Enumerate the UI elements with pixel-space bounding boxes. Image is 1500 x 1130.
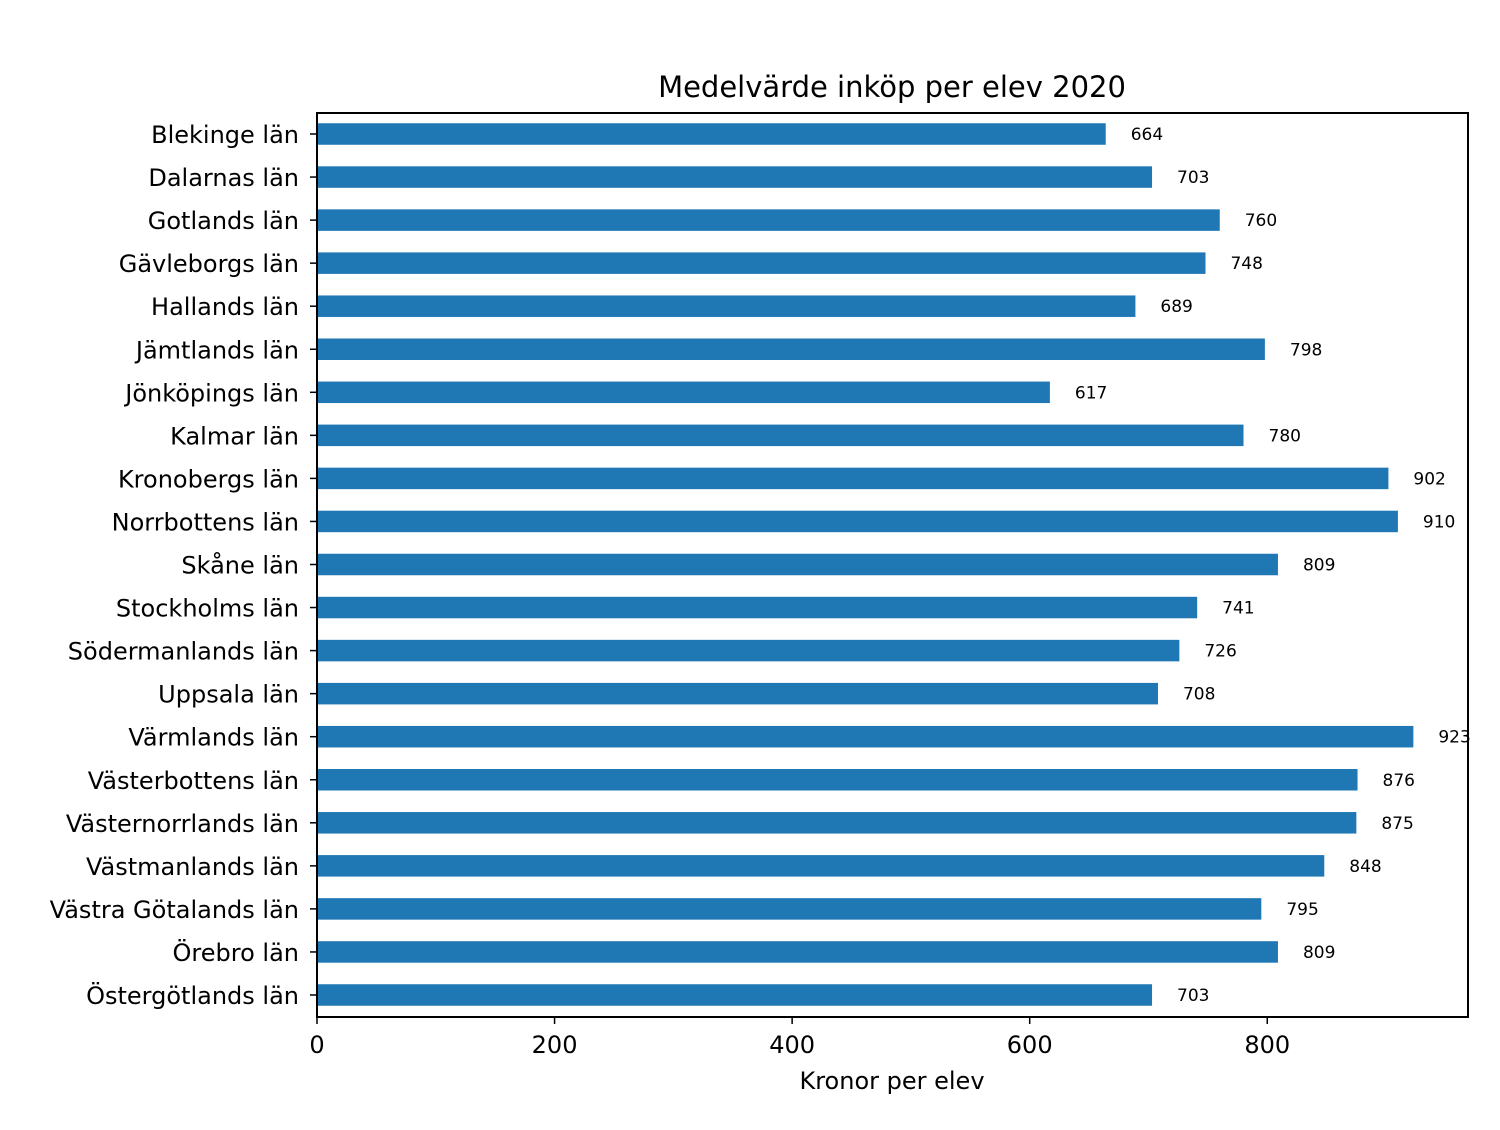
y-category-label: Jämtlands län xyxy=(134,336,299,364)
bar-value-label: 703 xyxy=(1177,168,1209,188)
bar-value-label: 703 xyxy=(1177,986,1209,1006)
bar xyxy=(317,812,1357,834)
bar-value-label: 876 xyxy=(1383,771,1415,791)
bar xyxy=(317,381,1050,404)
bar-value-label: 664 xyxy=(1131,125,1163,145)
bar-value-label: 848 xyxy=(1349,857,1381,877)
bar-value-label: 798 xyxy=(1290,340,1322,360)
bar xyxy=(317,596,1198,619)
y-category-label: Gotlands län xyxy=(148,207,299,235)
bar-value-label: 910 xyxy=(1423,512,1455,532)
bar-value-label: 923 xyxy=(1438,728,1470,748)
y-category-label: Värmlands län xyxy=(128,724,299,752)
bar-value-label: 809 xyxy=(1303,556,1335,576)
y-category-label: Jönköpings län xyxy=(123,379,299,407)
bar xyxy=(317,209,1220,231)
bar xyxy=(317,725,1414,748)
x-axis-title: Kronor per elev xyxy=(799,1067,984,1095)
x-tick-label: 200 xyxy=(532,1031,578,1059)
y-category-label: Örebro län xyxy=(173,938,299,967)
y-category-label: Hallands län xyxy=(151,293,299,321)
bar xyxy=(317,424,1244,447)
y-category-label: Stockholms län xyxy=(116,595,299,623)
y-category-label: Södermanlands län xyxy=(68,638,299,666)
bar-value-label: 741 xyxy=(1222,599,1254,619)
bar-value-label: 748 xyxy=(1230,254,1262,274)
y-category-label: Norrbottens län xyxy=(112,508,299,536)
y-category-label: Västmanlands län xyxy=(86,853,299,881)
y-category-label: Kalmar län xyxy=(170,422,299,450)
bars-layer xyxy=(317,123,1414,1006)
x-tick-label: 800 xyxy=(1244,1031,1290,1059)
y-category-label: Uppsala län xyxy=(158,681,299,709)
bar-value-label: 760 xyxy=(1245,211,1277,231)
bar xyxy=(317,553,1278,576)
y-category-label: Gävleborgs län xyxy=(119,250,299,278)
bar-value-label: 902 xyxy=(1413,469,1445,489)
x-tick-label: 400 xyxy=(769,1031,815,1059)
bar-value-label: 780 xyxy=(1269,426,1301,446)
bar-value-label: 726 xyxy=(1204,642,1236,662)
bar xyxy=(317,898,1262,920)
bar xyxy=(317,252,1206,274)
y-category-label: Skåne län xyxy=(181,551,299,580)
x-axis: 0 200 400 600 800 xyxy=(309,1017,1290,1059)
bar xyxy=(317,639,1180,662)
y-category-label: Östergötlands län xyxy=(86,981,299,1010)
bar xyxy=(317,941,1278,963)
bar xyxy=(317,510,1398,533)
x-tick-label: 0 xyxy=(309,1031,324,1059)
bar-value-label: 809 xyxy=(1303,943,1335,963)
bar xyxy=(317,295,1136,317)
y-category-label: Västerbottens län xyxy=(88,767,299,795)
y-axis: Blekinge län Dalarnas län Gotlands län Gävl… xyxy=(50,121,317,1010)
bar-value-label: 689 xyxy=(1160,297,1192,317)
y-category-label: Blekinge län xyxy=(151,121,299,149)
bar xyxy=(317,123,1106,145)
bar-value-label: 617 xyxy=(1075,383,1107,403)
y-category-label: Kronobergs län xyxy=(118,465,299,493)
bar xyxy=(317,984,1153,1006)
bar xyxy=(317,338,1265,360)
bar xyxy=(317,166,1153,188)
y-category-label: Västernorrlands län xyxy=(66,810,299,838)
chart-title: Medelvärde inköp per elev 2020 xyxy=(658,70,1126,104)
bar xyxy=(317,682,1158,705)
x-tick-label: 600 xyxy=(1007,1031,1053,1059)
bar xyxy=(317,855,1325,877)
bar xyxy=(317,467,1389,490)
value-labels-layer: 664 703 760 748 689 798 617 780 902 910 809 741 726 7… xyxy=(1075,125,1471,1006)
bar xyxy=(317,769,1358,791)
plot-frame xyxy=(316,112,1469,1018)
bar-value-label: 795 xyxy=(1286,900,1318,920)
y-category-label: Dalarnas län xyxy=(148,164,299,192)
bar-value-label: 708 xyxy=(1183,685,1215,705)
y-category-label: Västra Götalands län xyxy=(50,896,299,924)
bar-value-label: 875 xyxy=(1381,814,1413,834)
